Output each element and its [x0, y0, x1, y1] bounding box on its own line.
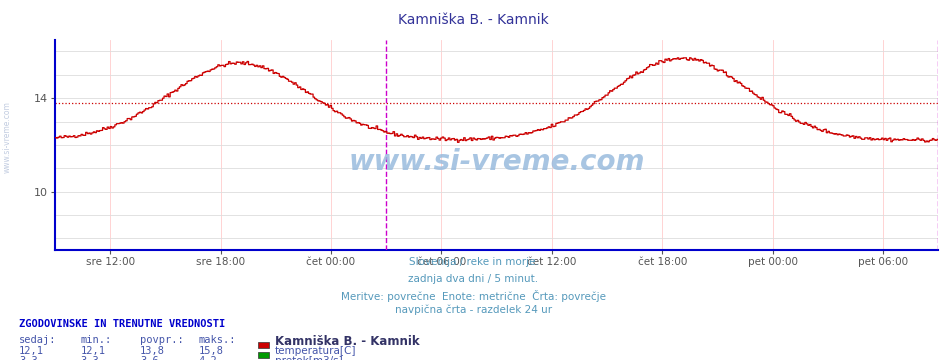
Text: 13,8: 13,8 — [140, 346, 165, 356]
Text: sedaj:: sedaj: — [19, 335, 57, 345]
Text: www.si-vreme.com: www.si-vreme.com — [3, 101, 12, 173]
Text: navpična črta - razdelek 24 ur: navpična črta - razdelek 24 ur — [395, 304, 552, 315]
Text: Meritve: povrečne  Enote: metrične  Črta: povrečje: Meritve: povrečne Enote: metrične Črta: … — [341, 290, 606, 302]
Text: 12,1: 12,1 — [19, 346, 44, 356]
Text: Kamniška B. - Kamnik: Kamniška B. - Kamnik — [398, 13, 549, 27]
Text: min.:: min.: — [80, 335, 112, 345]
Text: 3,3: 3,3 — [19, 356, 38, 360]
Text: www.si-vreme.com: www.si-vreme.com — [348, 148, 645, 176]
Text: pretok[m3/s]: pretok[m3/s] — [275, 356, 343, 360]
Text: ZGODOVINSKE IN TRENUTNE VREDNOSTI: ZGODOVINSKE IN TRENUTNE VREDNOSTI — [19, 319, 225, 329]
Text: 15,8: 15,8 — [199, 346, 223, 356]
Text: Kamniška B. - Kamnik: Kamniška B. - Kamnik — [275, 335, 420, 348]
Text: 4,2: 4,2 — [199, 356, 218, 360]
Text: povpr.:: povpr.: — [140, 335, 184, 345]
Text: temperatura[C]: temperatura[C] — [275, 346, 356, 356]
Text: zadnja dva dni / 5 minut.: zadnja dva dni / 5 minut. — [408, 274, 539, 284]
Text: 3,3: 3,3 — [80, 356, 99, 360]
Text: 3,6: 3,6 — [140, 356, 159, 360]
Text: 12,1: 12,1 — [80, 346, 105, 356]
Text: Slovenija / reke in morje.: Slovenija / reke in morje. — [408, 257, 539, 267]
Text: maks.:: maks.: — [199, 335, 237, 345]
